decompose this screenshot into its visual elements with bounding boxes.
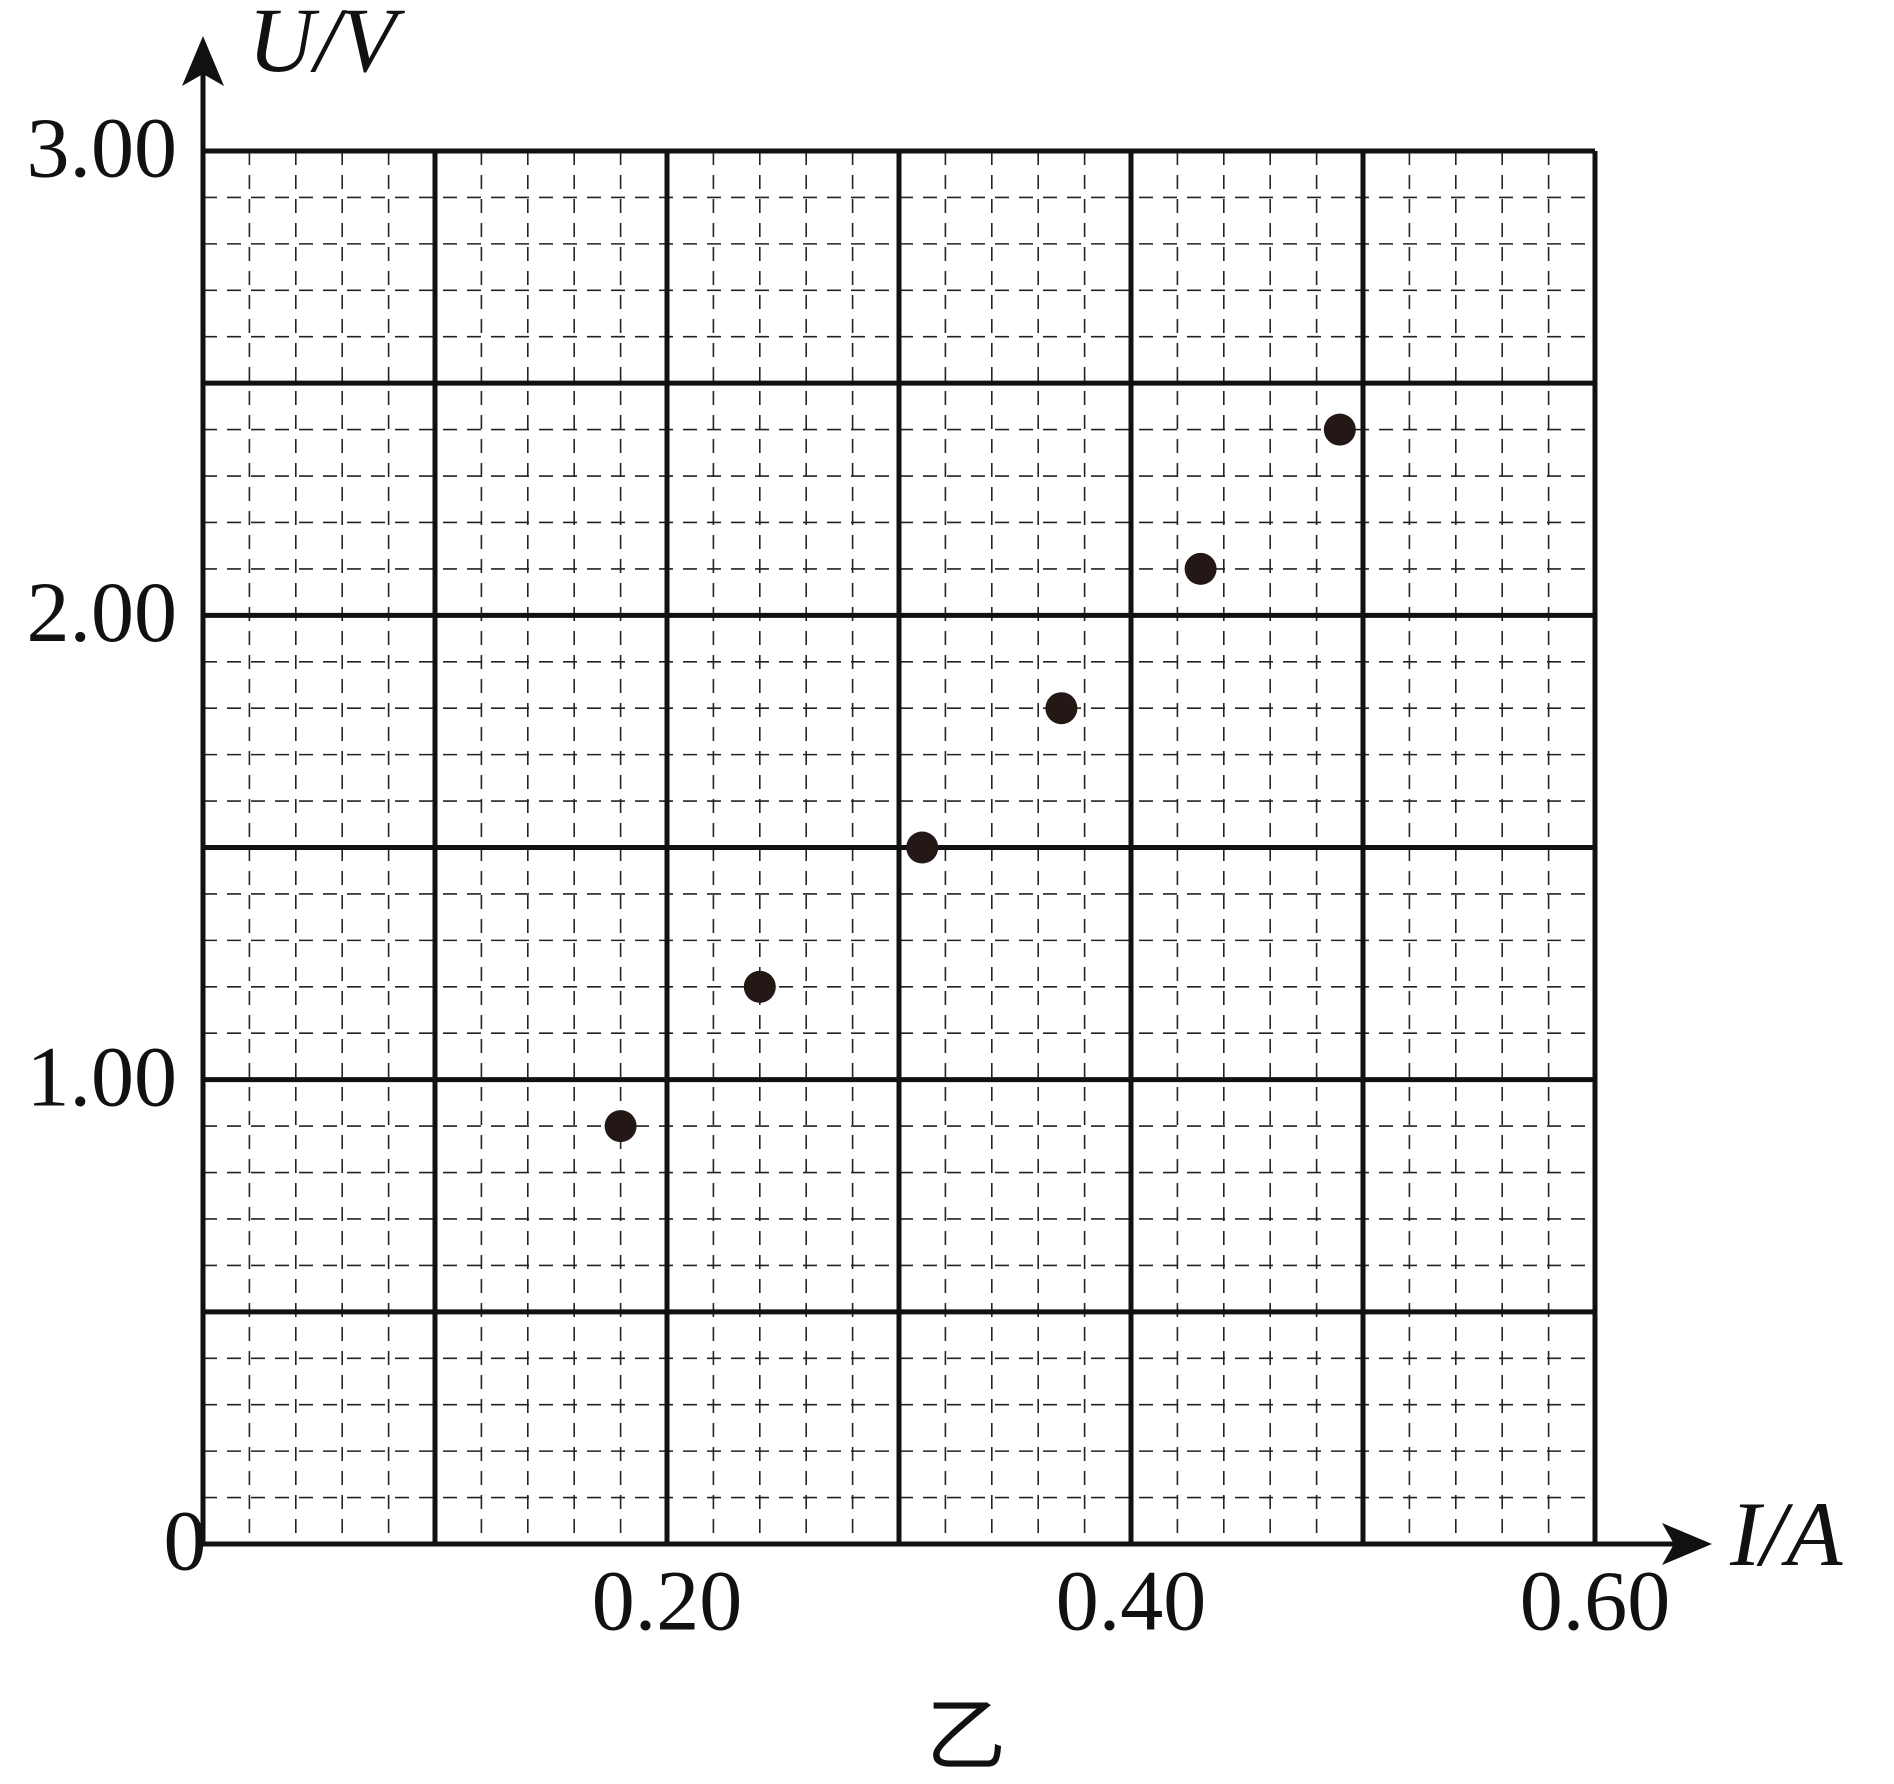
y-arrow: [182, 36, 224, 86]
x-tick-label: 0.60: [1520, 1553, 1671, 1649]
caption: 乙: [926, 1693, 1006, 1779]
major-grid: [200, 148, 1598, 1547]
data-point: [604, 1110, 637, 1143]
x-tick-label: 0.40: [1056, 1553, 1207, 1649]
y-tick-label: 3.00: [27, 100, 178, 196]
data-point: [743, 970, 776, 1003]
x-axis-label: I/A: [1729, 1483, 1843, 1585]
y-tick-label: 2.00: [27, 564, 178, 660]
origin-label: 0: [164, 1493, 207, 1589]
y-tick-label: 1.00: [27, 1028, 178, 1124]
data-point: [906, 831, 939, 864]
data-point: [1184, 552, 1217, 585]
x-tick-label: 0.20: [592, 1553, 743, 1649]
x-arrow: [1662, 1523, 1712, 1565]
data-point: [1045, 692, 1078, 725]
data-point: [1323, 413, 1356, 446]
y-axis-label: U/V: [248, 0, 406, 91]
